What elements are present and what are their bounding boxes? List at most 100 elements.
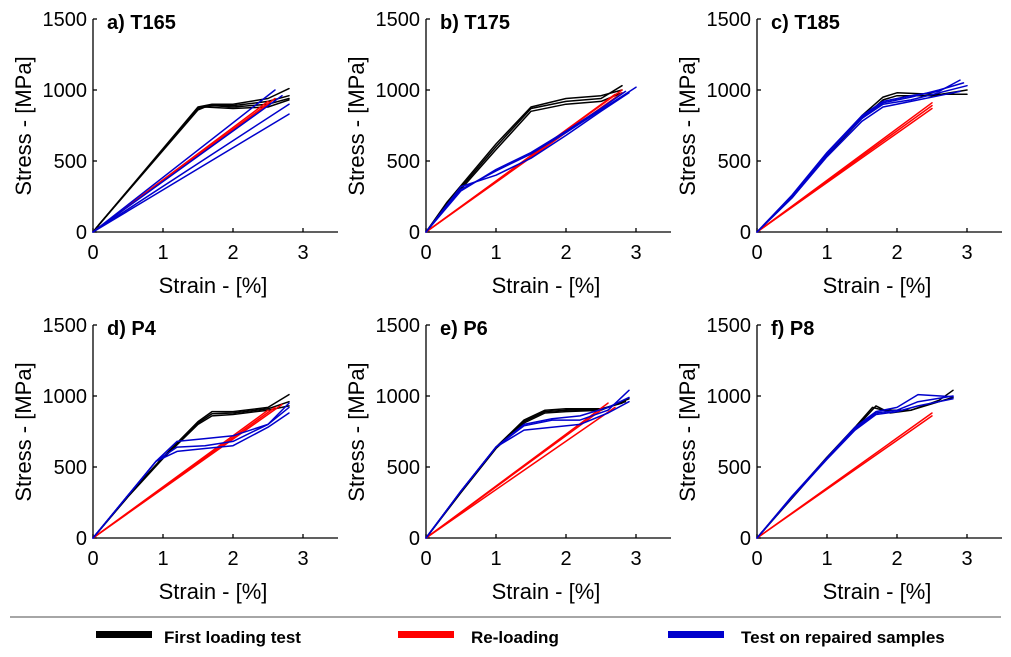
repaired-sample-curve <box>92 103 290 233</box>
reloading-curve <box>756 102 933 233</box>
chart-panel-1: 0 1 2 3 0 500 1000 1500 Strain - [%] Stress - [MP… <box>11 9 338 298</box>
x-axis-label: Strain - [%] <box>492 273 601 298</box>
y-axis-label: Stress - [MPa] <box>11 56 36 195</box>
repaired-sample-curve <box>92 412 290 539</box>
y-tick-label: 1000 <box>707 386 752 408</box>
repaired-sample-curve <box>756 393 954 539</box>
x-axis-label: Strain - [%] <box>159 579 268 604</box>
panel-title: b) T175 <box>440 12 510 34</box>
first-loading-curve <box>756 89 968 233</box>
repaired-sample-curve <box>756 82 965 233</box>
x-tick-label: 2 <box>560 242 571 264</box>
x-axis-label: Strain - [%] <box>823 273 932 298</box>
x-tick-label: 2 <box>227 548 238 570</box>
x-tick-label: 1 <box>821 242 832 264</box>
y-tick-label: 0 <box>76 528 87 550</box>
y-tick-label: 0 <box>740 222 751 244</box>
x-tick-label: 3 <box>961 242 972 264</box>
repaired-sample-curve <box>425 86 637 233</box>
first-loading-curve <box>756 389 954 539</box>
reloading-curve <box>425 409 602 539</box>
legend-swatch-blue <box>668 631 724 638</box>
y-axis-label: Stress - [MPa] <box>675 56 700 195</box>
y-tick-label: 0 <box>740 528 751 550</box>
x-tick-label: 2 <box>227 242 238 264</box>
y-tick-label: 1500 <box>707 315 752 337</box>
chart-panel-4: 0 1 2 3 0 500 1000 1500 Strain - [%] Stress - [MP… <box>11 315 338 604</box>
x-tick-label: 1 <box>490 548 501 570</box>
legend-label-first-loading: First loading test <box>164 628 301 647</box>
legend-item-reloading: Re-loading <box>398 628 559 647</box>
y-tick-label: 500 <box>54 457 87 479</box>
reloading-curve <box>756 412 933 539</box>
x-tick-label: 0 <box>751 242 762 264</box>
x-tick-label: 2 <box>891 548 902 570</box>
y-axis-label: Stress - [MPa] <box>675 362 700 501</box>
first-loading-curve <box>756 92 968 233</box>
first-loading-curve <box>92 405 290 539</box>
y-tick-label: 1500 <box>43 315 88 337</box>
repaired-sample-curve <box>92 89 276 233</box>
first-loading-curve <box>425 89 623 233</box>
legend-label-repaired: Test on repaired samples <box>741 628 945 647</box>
legend-item-repaired: Test on repaired samples <box>668 628 945 647</box>
repaired-sample-curve <box>425 90 627 233</box>
y-tick-label: 500 <box>54 151 87 173</box>
x-tick-label: 3 <box>297 242 308 264</box>
y-tick-label: 1000 <box>707 80 752 102</box>
x-tick-label: 0 <box>751 548 762 570</box>
y-tick-label: 500 <box>387 151 420 173</box>
y-axis-label: Stress - [MPa] <box>344 56 369 195</box>
x-axis-label: Strain - [%] <box>492 579 601 604</box>
x-tick-label: 3 <box>630 242 641 264</box>
y-tick-label: 0 <box>409 222 420 244</box>
y-tick-label: 1000 <box>43 80 88 102</box>
x-tick-label: 3 <box>297 548 308 570</box>
y-tick-label: 1500 <box>43 9 88 31</box>
legend-swatch-red <box>398 631 454 638</box>
x-tick-label: 0 <box>87 242 98 264</box>
x-tick-label: 1 <box>157 548 168 570</box>
x-tick-label: 3 <box>630 548 641 570</box>
y-tick-label: 1000 <box>43 386 88 408</box>
legend: First loading test Re-loading Test on re… <box>96 628 945 647</box>
x-tick-label: 1 <box>490 242 501 264</box>
x-tick-label: 3 <box>961 548 972 570</box>
reloading-curve <box>92 403 283 539</box>
y-tick-label: 1000 <box>376 80 421 102</box>
panel-title: d) P4 <box>107 318 157 340</box>
panel-title: e) P6 <box>440 318 488 340</box>
reloading-curve <box>425 406 616 539</box>
x-axis-label: Strain - [%] <box>159 273 268 298</box>
y-tick-label: 0 <box>409 528 420 550</box>
x-tick-label: 0 <box>420 548 431 570</box>
x-axis-label: Strain - [%] <box>823 579 932 604</box>
y-tick-label: 500 <box>718 457 751 479</box>
repaired-sample-curve <box>425 92 630 233</box>
x-tick-label: 0 <box>420 242 431 264</box>
y-tick-label: 1500 <box>376 9 421 31</box>
legend-item-first-loading: First loading test <box>96 628 301 647</box>
x-tick-label: 1 <box>157 242 168 264</box>
x-tick-label: 2 <box>560 548 571 570</box>
first-loading-curve <box>92 400 290 539</box>
y-tick-label: 500 <box>387 457 420 479</box>
y-axis-label: Stress - [MPa] <box>344 362 369 501</box>
repaired-sample-curve <box>92 94 283 233</box>
panel-title: a) T165 <box>107 12 176 34</box>
repaired-sample-curve <box>425 396 630 539</box>
x-tick-label: 0 <box>87 548 98 570</box>
panel-title: f) P8 <box>771 318 814 340</box>
chart-panel-6: 0 1 2 3 0 500 1000 1500 Strain - [%] Stress - [MP… <box>675 315 1002 604</box>
x-tick-label: 1 <box>821 548 832 570</box>
legend-label-reloading: Re-loading <box>471 628 559 647</box>
x-tick-label: 2 <box>891 242 902 264</box>
repaired-sample-curve <box>756 90 961 233</box>
y-axis-label: Stress - [MPa] <box>11 362 36 501</box>
repaired-sample-curve <box>92 406 290 539</box>
chart-panel-5: 0 1 2 3 0 500 1000 1500 Strain - [%] Stress - [MP… <box>344 315 671 604</box>
chart-panel-3: 0 1 2 3 0 500 1000 1500 Strain - [%] Stress - [MP… <box>675 9 1002 298</box>
chart-panel-2: 0 1 2 3 0 500 1000 1500 Strain - [%] Stress - [MP… <box>344 9 671 298</box>
